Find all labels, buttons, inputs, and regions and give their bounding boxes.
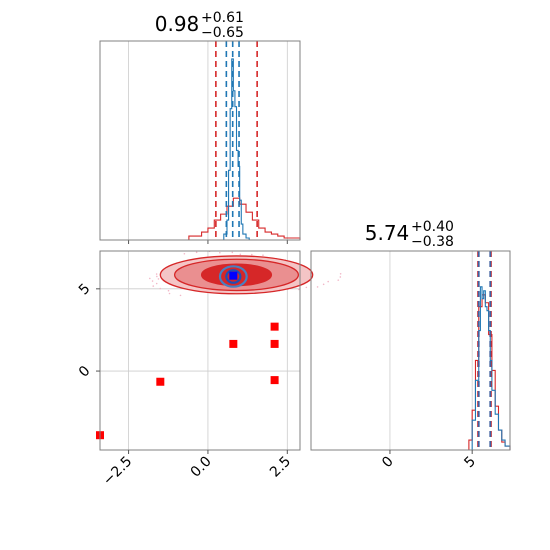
histogram-series-1	[176, 197, 301, 241]
x-tick-label: 0.0	[188, 454, 215, 481]
sample-dot	[262, 254, 264, 257]
sample-dot	[305, 286, 308, 289]
sample-dot	[167, 289, 170, 292]
sample-dot	[239, 253, 242, 256]
panel-frame	[99, 250, 301, 451]
sample-dot	[339, 272, 342, 275]
param-2-title-lower-error: −0.38	[411, 234, 454, 250]
panel-frame	[310, 250, 511, 451]
x-tick-label: −2.5	[100, 454, 135, 489]
x-tick-label: 5	[461, 454, 479, 472]
sample-dot	[250, 253, 253, 256]
sample-dot	[151, 280, 154, 282]
sample-dot	[157, 278, 160, 280]
scatter-contour-panel: −2.5 0.0 2.5 0 5	[76, 250, 342, 489]
sample-dot	[337, 279, 340, 281]
red-point-marker	[229, 339, 238, 348]
x-tick-label: 0	[379, 454, 397, 472]
sample-dot	[297, 288, 300, 291]
blue-point-marker	[229, 271, 238, 280]
sample-dot	[183, 252, 186, 255]
sample-dot	[179, 294, 182, 297]
sample-dot	[231, 251, 234, 254]
y-tick-label: 5	[76, 281, 94, 299]
x-tick-label: 2.5	[267, 454, 294, 481]
param-1-title-value: 0.98	[155, 12, 200, 36]
histogram-panel-param-1	[99, 40, 301, 244]
sample-dot	[327, 280, 329, 283]
y-tick-label: 0	[76, 363, 94, 381]
sample-dot	[316, 286, 319, 288]
sample-dot	[155, 273, 158, 275]
sample-dot	[339, 276, 342, 278]
histogram-series-2	[220, 58, 250, 241]
param-1-title-lower-error: −0.65	[201, 25, 244, 41]
blue-contour-level-1	[218, 265, 248, 288]
sample-dot	[155, 282, 158, 285]
red-point-marker	[270, 376, 279, 385]
red-point-marker	[156, 377, 165, 386]
param-2-title-value: 5.74	[365, 221, 410, 245]
sample-dot	[195, 251, 198, 254]
param-1-title-upper-error: +0.61	[201, 10, 244, 26]
sample-dot	[149, 277, 151, 280]
panel-frame	[99, 40, 301, 241]
param-2-title-upper-error: +0.40	[411, 219, 454, 235]
sample-dot	[168, 292, 171, 295]
sample-dot	[219, 251, 221, 254]
sample-dot	[322, 283, 325, 286]
sample-dot	[159, 287, 162, 290]
red-point-marker	[270, 339, 279, 348]
red-point-marker	[270, 322, 279, 331]
sample-dot	[156, 275, 158, 278]
sample-dot	[152, 285, 155, 287]
blue-contour-level-2	[225, 269, 242, 284]
